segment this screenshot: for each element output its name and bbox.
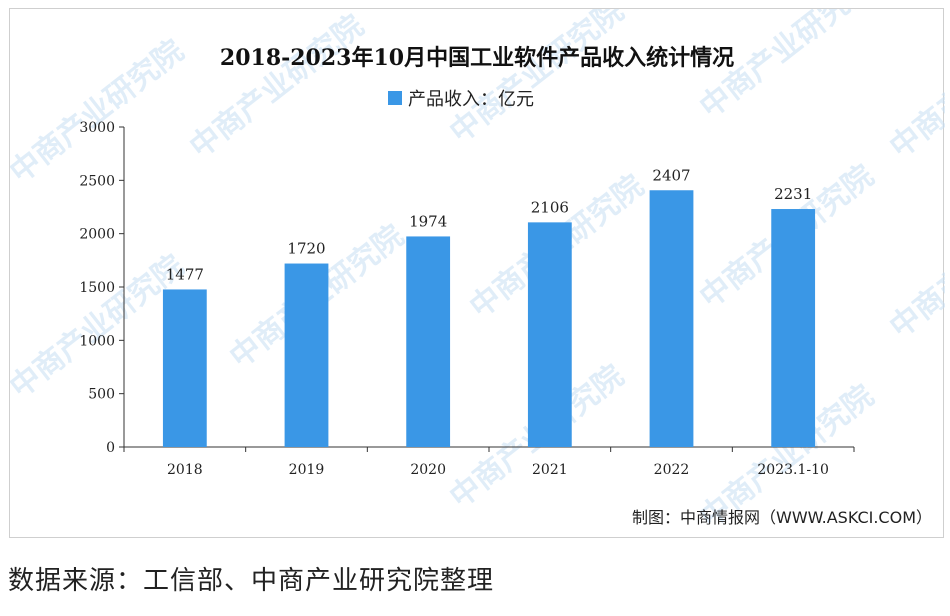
- data-label: 1974: [409, 212, 447, 230]
- chart-title: 2018-2023年10月中国工业软件产品收入统计情况: [220, 45, 734, 71]
- chart-credit: 制图：中商情报网（WWW.ASKCI.COM）: [632, 508, 932, 527]
- chart-frame: 中商产业研究院 中商产业研究院 中商产业研究院 中商产业研究院 中商产业研究院 中商产业研…: [9, 8, 945, 538]
- bar: [527, 222, 572, 447]
- watermark-text: 中商产业研究院: [10, 33, 190, 190]
- source-note: 数据来源：工信部、中商产业研究院整理: [8, 566, 495, 596]
- y-tick-label: 1000: [79, 333, 115, 349]
- y-tick-label: 3000: [79, 120, 115, 136]
- watermark-text: 中商产业研究院: [443, 9, 630, 150]
- y-tick-label: 500: [88, 387, 115, 403]
- x-tick-label: 2019: [289, 462, 325, 478]
- x-tick-label: 2018: [167, 462, 203, 478]
- y-tick-label: 2000: [79, 227, 115, 243]
- bar: [771, 209, 816, 447]
- watermark-text: 中商产业研究院: [183, 9, 370, 165]
- data-label: 2106: [531, 198, 569, 216]
- watermark-text: 中商产业研究院: [883, 9, 945, 165]
- bar: [284, 263, 329, 447]
- data-label: 1477: [166, 265, 204, 283]
- bar: [162, 289, 207, 447]
- data-label: 2407: [652, 166, 690, 184]
- y-tick-label: 1500: [79, 280, 115, 296]
- x-tick-label: 2023.1-10: [757, 462, 829, 478]
- x-tick-label: 2021: [532, 462, 568, 478]
- legend-label: 产品收入：亿元: [408, 89, 534, 110]
- legend: 产品收入：亿元: [388, 89, 534, 110]
- data-label: 1720: [287, 240, 325, 258]
- bars: 1477 2018 1720 2019 1974 2020 2106 2021 2407 2022…: [162, 166, 829, 478]
- x-tick-label: 2022: [654, 462, 690, 478]
- legend-swatch: [388, 91, 402, 105]
- x-tick-label: 2020: [410, 462, 446, 478]
- watermark-text: 中商产业研究院: [883, 188, 945, 345]
- data-label: 2231: [774, 185, 812, 203]
- y-tick-label: 0: [106, 440, 115, 456]
- bar: [649, 190, 694, 447]
- bar: [406, 236, 451, 447]
- axes: 0 500 1000 1500 2000 2500 3000: [79, 120, 855, 456]
- y-tick-label: 2500: [79, 173, 115, 189]
